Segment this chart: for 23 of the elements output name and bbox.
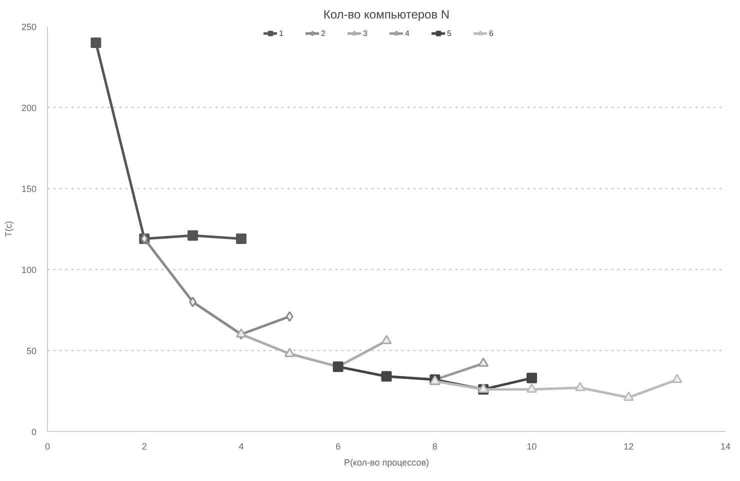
chart-title: Кол-во компьютеров N	[323, 8, 450, 22]
y-tick-label: 50	[26, 346, 37, 356]
legend-label: 5	[447, 28, 452, 38]
y-tick-label: 200	[21, 103, 37, 113]
legend-label: 6	[489, 28, 494, 38]
legend-label: 3	[363, 28, 368, 38]
legend-label: 4	[405, 28, 410, 38]
legend-label: 1	[279, 28, 284, 38]
y-tick-label: 100	[21, 265, 37, 275]
x-tick-label: 14	[720, 442, 731, 452]
y-axis-title: T(c)	[3, 220, 14, 237]
x-tick-label: 0	[44, 442, 50, 452]
x-tick-label: 8	[432, 442, 438, 452]
y-tick-label: 0	[31, 427, 37, 437]
x-tick-label: 10	[526, 442, 537, 452]
y-tick-label: 150	[21, 184, 37, 194]
x-tick-label: 6	[336, 442, 341, 452]
y-tick-label: 250	[21, 22, 37, 32]
x-tick-label: 12	[624, 442, 634, 452]
x-axis-title: P(кол-во процессов)	[344, 458, 430, 468]
x-tick-label: 2	[142, 442, 147, 452]
x-tick-label: 4	[238, 442, 244, 452]
legend-label: 2	[321, 28, 326, 38]
